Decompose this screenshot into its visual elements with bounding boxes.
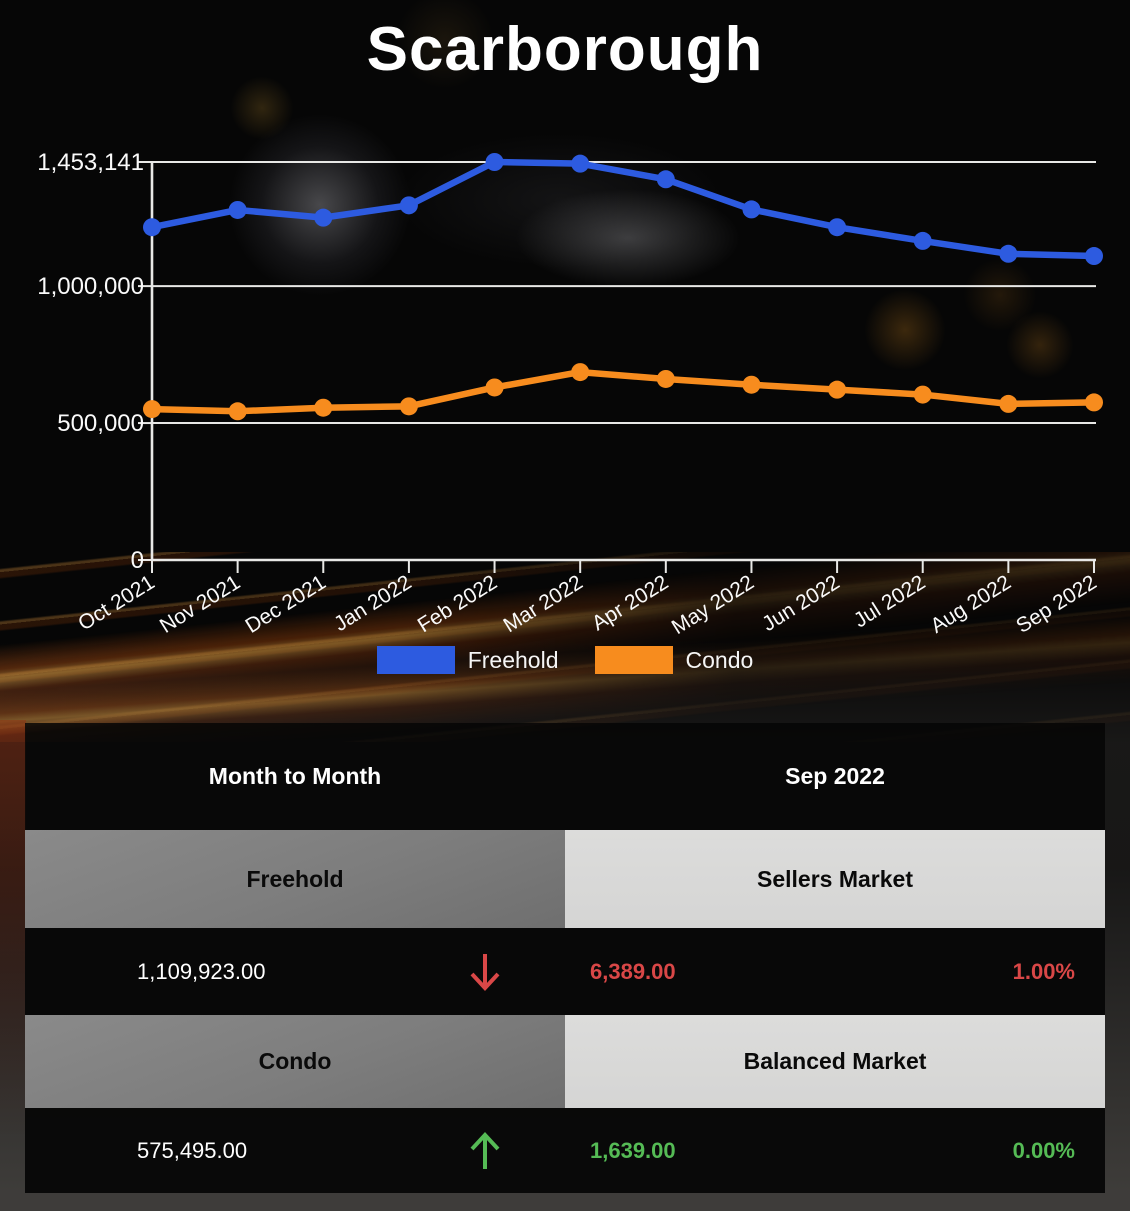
condo-value-cell: 575,495.00 [25,1108,565,1193]
chart-legend: Freehold Condo [0,646,1130,674]
x-tick-label: Apr 2022 [588,571,672,636]
data-point-freehold [828,218,847,237]
x-tick-label: Mar 2022 [499,571,586,638]
data-point-freehold [143,218,161,237]
series-line-condo [148,368,1098,415]
y-tick-label: 500,000 [57,410,144,437]
condo-stats-cell: 1,639.00 0.00% [565,1108,1105,1193]
legend-item-condo: Condo [594,646,754,674]
legend-label-condo: Condo [685,646,754,673]
x-tick-label: Jul 2022 [850,571,930,633]
table-header-month-to-month: Month to Month [25,723,565,830]
data-point-freehold [1085,247,1103,266]
data-point-condo [1085,393,1103,412]
freehold-swatch-icon [376,646,455,674]
market-summary-table: Month to Month Sep 2022 Freehold Sellers… [25,723,1105,1193]
data-point-condo [828,380,847,399]
x-tick-label: Oct 2021 [74,571,158,636]
freehold-market-status-cell: Sellers Market [565,830,1105,928]
data-point-condo [143,400,161,419]
condo-percent: 0.00% [1012,1137,1075,1163]
condo-stat: 1,639.00 [590,1137,676,1163]
y-tick-label: 1,000,000 [37,273,144,300]
data-point-condo [999,394,1018,413]
legend-label-freehold: Freehold [467,646,559,673]
data-point-condo [228,402,247,421]
freehold-stats-cell: 6,389.00 1.00% [565,928,1105,1015]
freehold-stat: 6,389.00 [590,958,676,984]
data-point-freehold [742,200,761,219]
table-header-period: Sep 2022 [565,723,1105,830]
x-tick-label: Dec 2021 [241,571,329,638]
data-point-freehold [314,208,333,227]
x-tick-label: Jun 2022 [758,571,843,636]
data-point-condo [742,375,761,394]
data-point-condo [485,378,504,397]
y-tick-label: 0 [131,547,144,574]
x-tick-label: Aug 2022 [927,571,1015,638]
condo-price: 575,495.00 [137,1137,248,1163]
x-tick-label: May 2022 [668,571,758,639]
data-point-freehold [913,231,932,250]
data-point-condo [314,398,333,417]
legend-item-freehold: Freehold [376,646,559,674]
data-point-condo [913,385,932,404]
condo-category-cell: Condo [25,1015,565,1108]
data-point-condo [571,363,590,382]
down-arrow-icon [470,953,500,991]
freehold-percent: 1.00% [1012,958,1075,984]
condo-swatch-icon [594,646,673,674]
data-point-freehold [485,153,504,171]
freehold-price: 1,109,923.00 [137,958,266,984]
data-point-freehold [656,170,675,189]
condo-market-status-cell: Balanced Market [565,1015,1105,1108]
series-line-freehold [148,158,1098,260]
up-arrow-icon [470,1131,500,1169]
x-tick-label: Jan 2022 [330,571,415,636]
left-light-streak [0,720,26,1140]
x-tick-label: Feb 2022 [414,571,501,638]
data-point-freehold [999,244,1018,263]
y-tick-label: 1,453,141 [37,149,144,176]
data-point-condo [399,397,418,416]
page-title: Scarborough [366,15,764,84]
x-tick-label: Nov 2021 [156,571,244,638]
data-point-freehold [399,196,418,215]
freehold-category-cell: Freehold [25,830,565,928]
data-point-freehold [571,154,590,173]
data-point-freehold [228,200,247,219]
x-tick-label: Sep 2022 [1012,571,1100,638]
data-point-condo [656,369,675,388]
freehold-value-cell: 1,109,923.00 [25,928,565,1015]
